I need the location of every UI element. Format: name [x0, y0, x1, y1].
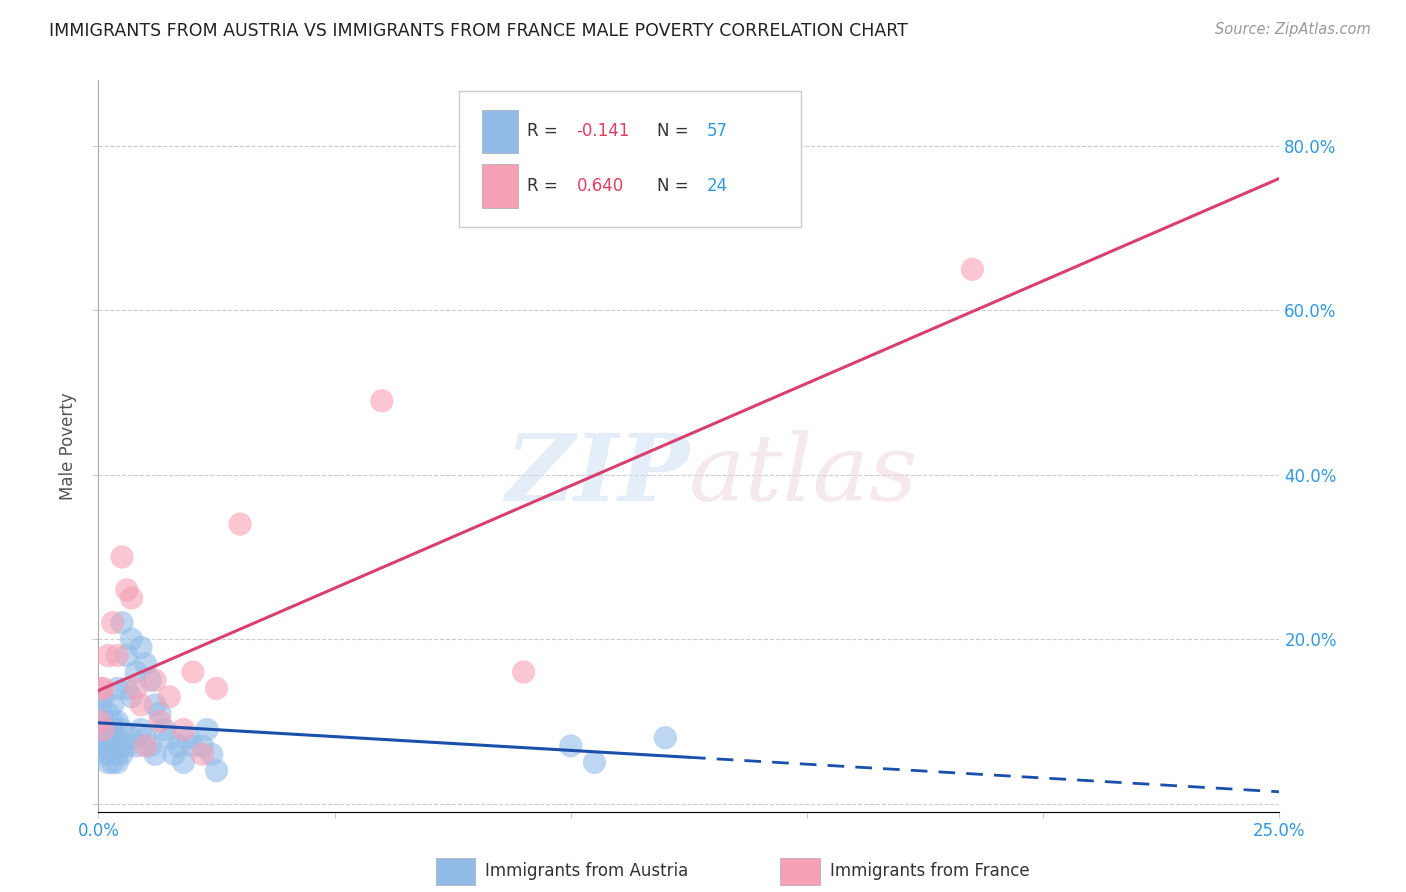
- Point: [111, 739, 134, 753]
- Point: [91, 739, 114, 753]
- Text: Immigrants from Austria: Immigrants from Austria: [485, 863, 689, 880]
- Point: [135, 657, 157, 671]
- Point: [129, 723, 152, 737]
- Point: [115, 582, 138, 597]
- Point: [97, 756, 120, 770]
- Point: [157, 690, 180, 704]
- Point: [654, 731, 676, 745]
- Point: [205, 764, 228, 778]
- Point: [97, 739, 120, 753]
- Text: N =: N =: [657, 122, 695, 140]
- Point: [129, 698, 152, 712]
- Point: [149, 714, 172, 729]
- Point: [163, 747, 186, 762]
- Point: [181, 665, 204, 679]
- Point: [101, 756, 124, 770]
- Point: [89, 714, 111, 729]
- Text: ZIP: ZIP: [505, 430, 689, 520]
- Point: [129, 640, 152, 655]
- Point: [91, 690, 114, 704]
- FancyBboxPatch shape: [458, 91, 801, 227]
- Point: [167, 739, 190, 753]
- Point: [121, 690, 143, 704]
- Point: [125, 739, 148, 753]
- FancyBboxPatch shape: [482, 164, 517, 209]
- Point: [371, 393, 394, 408]
- Point: [121, 591, 143, 605]
- Point: [111, 747, 134, 762]
- Point: [143, 673, 166, 688]
- Point: [125, 681, 148, 696]
- Text: 57: 57: [707, 122, 728, 140]
- Point: [153, 723, 176, 737]
- Point: [205, 681, 228, 696]
- FancyBboxPatch shape: [482, 110, 517, 153]
- Point: [143, 698, 166, 712]
- Text: R =: R =: [527, 122, 564, 140]
- Text: N =: N =: [657, 178, 695, 195]
- Point: [97, 723, 120, 737]
- Text: IMMIGRANTS FROM AUSTRIA VS IMMIGRANTS FROM FRANCE MALE POVERTY CORRELATION CHART: IMMIGRANTS FROM AUSTRIA VS IMMIGRANTS FR…: [49, 22, 908, 40]
- Point: [91, 681, 114, 696]
- Point: [105, 756, 128, 770]
- Point: [172, 723, 194, 737]
- Point: [111, 615, 134, 630]
- Point: [94, 747, 117, 762]
- Point: [98, 747, 121, 762]
- Point: [512, 665, 534, 679]
- Point: [105, 681, 128, 696]
- Point: [143, 747, 166, 762]
- Text: Immigrants from France: Immigrants from France: [830, 863, 1029, 880]
- Point: [149, 706, 172, 720]
- Point: [105, 731, 128, 745]
- Text: Source: ZipAtlas.com: Source: ZipAtlas.com: [1215, 22, 1371, 37]
- Point: [125, 665, 148, 679]
- Point: [962, 262, 984, 277]
- Point: [177, 731, 200, 745]
- Point: [97, 648, 120, 663]
- Point: [90, 681, 112, 696]
- Text: 0.640: 0.640: [576, 178, 624, 195]
- Point: [94, 723, 117, 737]
- Text: -0.141: -0.141: [576, 122, 630, 140]
- Point: [91, 731, 114, 745]
- Point: [157, 731, 180, 745]
- Point: [90, 698, 112, 712]
- Text: 24: 24: [707, 178, 728, 195]
- Point: [195, 723, 218, 737]
- Point: [135, 739, 157, 753]
- Point: [172, 756, 194, 770]
- Point: [101, 615, 124, 630]
- Point: [135, 731, 157, 745]
- Point: [139, 673, 162, 688]
- Point: [105, 747, 128, 762]
- Text: R =: R =: [527, 178, 564, 195]
- Point: [101, 723, 124, 737]
- Point: [121, 731, 143, 745]
- Point: [101, 714, 124, 729]
- Point: [97, 706, 120, 720]
- Point: [111, 723, 134, 737]
- Point: [181, 739, 204, 753]
- Y-axis label: Male Poverty: Male Poverty: [59, 392, 77, 500]
- Point: [105, 714, 128, 729]
- Point: [111, 549, 134, 564]
- Point: [101, 698, 124, 712]
- Point: [191, 747, 214, 762]
- Point: [560, 739, 582, 753]
- Point: [201, 747, 224, 762]
- Point: [101, 739, 124, 753]
- Point: [229, 517, 252, 532]
- Point: [583, 756, 606, 770]
- Point: [139, 739, 162, 753]
- Point: [115, 739, 138, 753]
- Point: [101, 731, 124, 745]
- Point: [115, 648, 138, 663]
- Point: [121, 632, 143, 647]
- Point: [91, 723, 114, 737]
- Point: [191, 739, 214, 753]
- Point: [115, 681, 138, 696]
- Text: atlas: atlas: [689, 430, 918, 520]
- Point: [105, 648, 128, 663]
